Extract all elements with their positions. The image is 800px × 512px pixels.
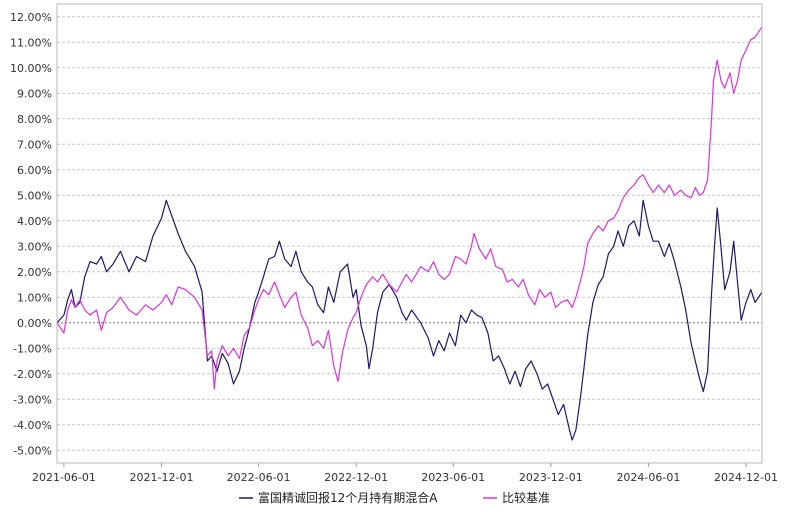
x-axis-tick-labels: 2021-06-01 2021-12-01 2022-06-01 2022-12-01… (32, 463, 778, 484)
y-tick-label: 5.00% (17, 189, 52, 202)
y-tick-label: 4.00% (17, 215, 52, 228)
y-tick-label: -3.00% (13, 393, 52, 406)
y-tick-label: -5.00% (13, 444, 52, 457)
grid-lines (57, 16, 762, 451)
x-tick-label: 2022-12-01 (324, 471, 388, 484)
y-tick-label: -2.00% (13, 368, 52, 381)
y-tick-label: 11.00% (10, 36, 52, 49)
x-tick-label: 2021-06-01 (32, 471, 96, 484)
y-tick-label: 10.00% (10, 62, 52, 75)
plot-frame (56, 3, 763, 464)
y-tick-label: 12.00% (10, 11, 52, 24)
y-axis-tick-labels: -5.00% -4.00% -3.00% -2.00% -1.00% 0.00% 1.00%… (10, 11, 52, 458)
y-tick-label: -1.00% (13, 342, 52, 355)
y-tick-label: 2.00% (17, 266, 52, 279)
series-lines (56, 26, 763, 441)
y-tick-label: 7.00% (17, 138, 52, 151)
series-line-fund (56, 199, 763, 441)
y-tick-label: 3.00% (17, 240, 52, 253)
y-tick-label: 1.00% (17, 291, 52, 304)
y-tick-label: 6.00% (17, 164, 52, 177)
y-tick-label: -4.00% (13, 419, 52, 432)
legend-label-fund: 富国精诚回报12个月持有期混合A (258, 490, 438, 505)
y-tick-label: 0.00% (17, 317, 52, 330)
x-tick-label: 2024-12-01 (714, 471, 778, 484)
legend: 富国精诚回报12个月持有期混合A 比较基准 (239, 490, 550, 505)
x-tick-label: 2023-06-01 (421, 471, 485, 484)
x-tick-label: 2022-06-01 (227, 471, 291, 484)
y-tick-label: 8.00% (17, 113, 52, 126)
x-tick-label: 2024-06-01 (616, 471, 680, 484)
y-tick-label: 9.00% (17, 87, 52, 100)
x-tick-label: 2021-12-01 (130, 471, 194, 484)
x-tick-label: 2023-12-01 (519, 471, 583, 484)
series-line-benchmark (56, 26, 763, 390)
legend-label-benchmark: 比较基准 (502, 490, 550, 505)
